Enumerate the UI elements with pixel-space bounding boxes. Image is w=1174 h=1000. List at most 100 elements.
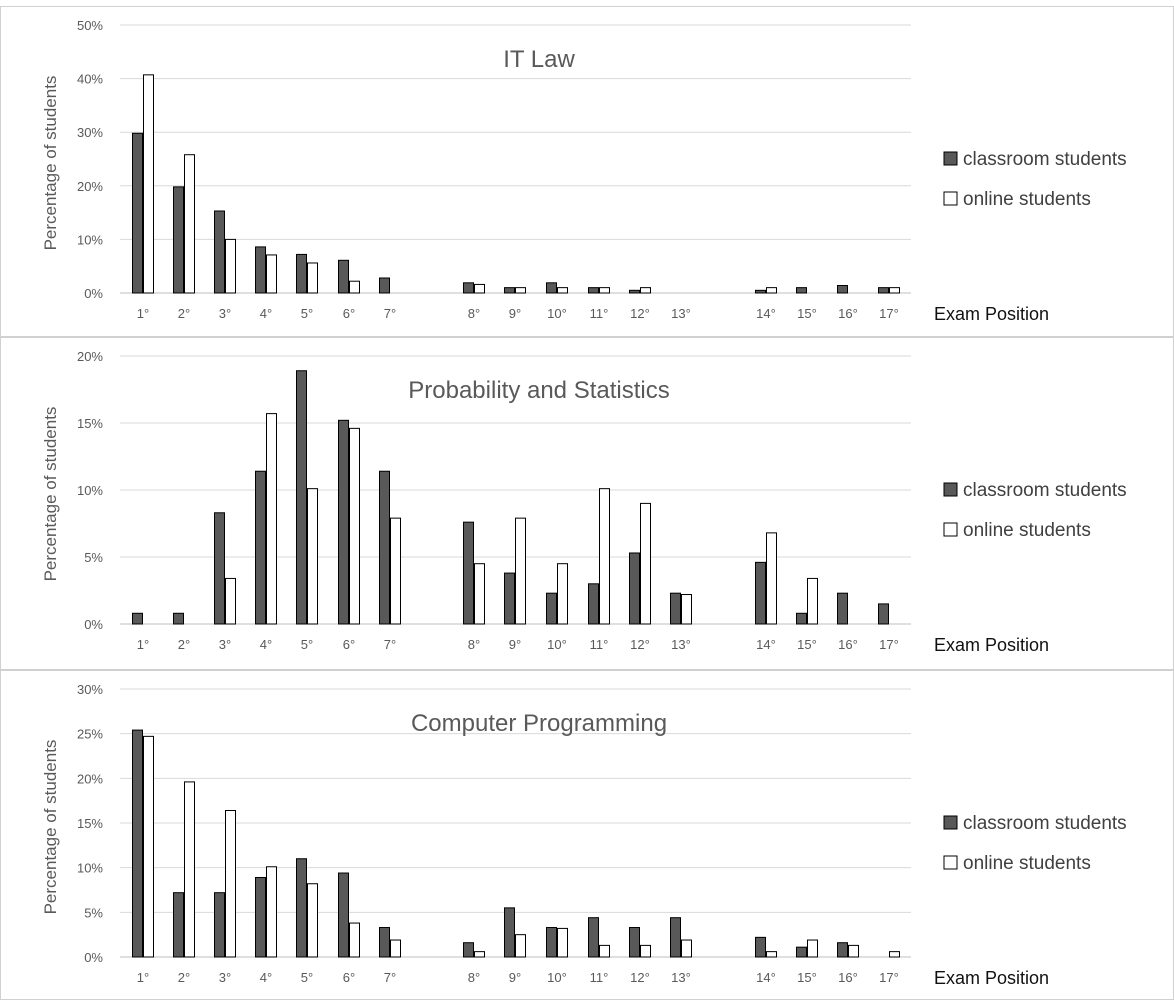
bar-computer-programming-classroom-students-8: [463, 942, 474, 958]
bar-computer-programming-online-students-6: [349, 922, 360, 958]
x-tick-label-probability-and-statistics-12: 12°: [630, 637, 650, 652]
y-tick-label-computer-programming-5: 25%: [77, 727, 103, 742]
bar-probability-and-statistics-classroom-students-11: [588, 583, 599, 625]
bar-probability-and-statistics-online-students-11: [599, 488, 610, 625]
chart-title-probability-and-statistics: Probability and Statistics: [408, 377, 669, 404]
bar-it-law-classroom-students-15: [796, 287, 807, 294]
bar-computer-programming-classroom-students-14: [755, 936, 766, 958]
bar-computer-programming-online-students-14: [766, 951, 777, 958]
bar-probability-and-statistics-classroom-students-15: [796, 612, 807, 625]
bar-probability-and-statistics-classroom-students-6: [338, 419, 349, 625]
y-tick-label-computer-programming-0: 0%: [84, 950, 103, 965]
x-tick-label-probability-and-statistics-2: 2°: [178, 637, 190, 652]
x-tick-label-it-law-6: 6°: [343, 306, 355, 321]
x-tick-label-computer-programming-5: 5°: [301, 970, 313, 985]
bar-computer-programming-online-students-5: [307, 883, 318, 958]
chart-panel-probability-statistics: 0% 5% 10% 15% 20% Percentage of students Proba…: [0, 337, 1174, 670]
bar-it-law-online-students-1: [143, 74, 154, 294]
y-tick-label-probability-and-statistics-0: 0%: [84, 617, 103, 632]
x-tick-label-probability-and-statistics-13: 13°: [671, 637, 691, 652]
x-tick-label-it-law-2: 2°: [178, 306, 190, 321]
y-tick-label-computer-programming-3: 15%: [77, 816, 103, 831]
x-tick-label-it-law-10: 10°: [547, 306, 567, 321]
bar-it-law-online-students-3: [225, 238, 236, 294]
bar-it-law-online-students-12: [640, 287, 651, 294]
legend-swatch-it-law-online: [943, 191, 958, 206]
bar-probability-and-statistics-classroom-students-14: [755, 561, 766, 625]
x-tick-label-probability-and-statistics-3: 3°: [219, 637, 231, 652]
y-tick-label-probability-and-statistics-4: 20%: [77, 349, 103, 364]
x-tick-label-computer-programming-4: 4°: [260, 970, 272, 985]
bar-computer-programming-online-students-11: [599, 944, 610, 958]
x-tick-label-it-law-1: 1°: [137, 306, 149, 321]
x-tick-label-probability-and-statistics-10: 10°: [547, 637, 567, 652]
bar-probability-and-statistics-classroom-students-13: [670, 592, 681, 625]
x-tick-label-it-law-14: 14°: [756, 306, 776, 321]
bar-it-law-online-students-4: [266, 254, 277, 294]
bar-it-law-classroom-students-5: [296, 253, 307, 294]
bar-probability-and-statistics-classroom-students-12: [629, 552, 640, 625]
bar-probability-and-statistics-online-students-14: [766, 532, 777, 625]
bar-it-law-classroom-students-8: [463, 282, 474, 294]
bar-computer-programming-online-students-12: [640, 944, 651, 958]
bar-it-law-classroom-students-17: [878, 287, 889, 294]
x-tick-label-computer-programming-14: 14°: [756, 970, 776, 985]
x-tick-label-computer-programming-10: 10°: [547, 970, 567, 985]
legend-swatch-probability-and-statistics-online: [943, 522, 958, 537]
bar-computer-programming-classroom-students-4: [255, 876, 266, 958]
bar-probability-and-statistics-classroom-students-9: [504, 572, 515, 625]
bar-it-law-classroom-students-6: [338, 259, 349, 294]
bar-computer-programming-classroom-students-7: [379, 927, 390, 958]
bar-computer-programming-online-students-4: [266, 866, 277, 958]
x-tick-label-probability-and-statistics-14: 14°: [756, 637, 776, 652]
bar-it-law-classroom-students-16: [837, 284, 848, 294]
legend-label-it-law-online: online students: [963, 189, 1091, 210]
bar-it-law-online-students-11: [599, 287, 610, 294]
bar-computer-programming-classroom-students-15: [796, 946, 807, 958]
x-tick-label-it-law-7: 7°: [384, 306, 396, 321]
y-tick-label-it-law-0: 0%: [84, 286, 103, 301]
x-tick-label-probability-and-statistics-7: 7°: [384, 637, 396, 652]
bar-computer-programming-online-students-15: [807, 939, 818, 958]
x-tick-label-computer-programming-6: 6°: [343, 970, 355, 985]
bar-it-law-online-students-5: [307, 262, 318, 294]
bar-computer-programming-online-students-3: [225, 809, 236, 958]
y-tick-label-it-law-3: 30%: [77, 125, 103, 140]
bar-it-law-classroom-students-4: [255, 246, 266, 294]
bar-computer-programming-classroom-students-2: [173, 892, 184, 958]
bar-probability-and-statistics-classroom-students-16: [837, 592, 848, 625]
bar-computer-programming-online-students-17: [889, 951, 900, 958]
bar-it-law-classroom-students-3: [214, 210, 225, 294]
bar-probability-and-statistics-classroom-students-4: [255, 470, 266, 625]
x-tick-label-computer-programming-1: 1°: [137, 970, 149, 985]
bar-probability-and-statistics-online-students-13: [681, 594, 692, 625]
x-tick-label-computer-programming-3: 3°: [219, 970, 231, 985]
bar-it-law-online-students-9: [515, 287, 526, 294]
bar-computer-programming-classroom-students-9: [504, 907, 515, 958]
bar-probability-and-statistics-online-students-4: [266, 413, 277, 625]
bar-probability-and-statistics-online-students-6: [349, 427, 360, 625]
bar-it-law-online-students-6: [349, 280, 360, 294]
y-axis-label-computer-programming: Percentage of students: [41, 740, 60, 915]
y-tick-label-it-law-4: 40%: [77, 72, 103, 87]
bar-probability-and-statistics-online-students-7: [390, 517, 401, 625]
legend-label-computer-programming-online: online students: [963, 853, 1091, 874]
x-tick-label-computer-programming-2: 2°: [178, 970, 190, 985]
legend-label-probability-and-statistics-online: online students: [963, 520, 1091, 541]
bar-probability-and-statistics-online-students-12: [640, 502, 651, 625]
bar-computer-programming-online-students-9: [515, 934, 526, 958]
bar-it-law-classroom-students-11: [588, 287, 599, 294]
bar-it-law-classroom-students-9: [504, 287, 515, 294]
x-axis-label-probability-and-statistics: Exam Position: [934, 635, 1049, 655]
x-tick-label-probability-and-statistics-5: 5°: [301, 637, 313, 652]
bar-probability-and-statistics-online-students-10: [557, 563, 568, 625]
chart-panel-computer-programming: 0% 5% 10% 15% 20% 25% 30% Percentage of student…: [0, 670, 1174, 1000]
x-tick-label-computer-programming-11: 11°: [590, 970, 609, 985]
chart-computer-programming: 0% 5% 10% 15% 20% 25% 30% Percentage of student…: [41, 682, 1127, 988]
bar-it-law-online-students-2: [184, 154, 195, 294]
bar-computer-programming-classroom-students-13: [670, 917, 681, 958]
bar-computer-programming-online-students-13: [681, 939, 692, 958]
x-tick-label-it-law-15: 15°: [797, 306, 817, 321]
x-axis-label-computer-programming: Exam Position: [934, 968, 1049, 988]
y-tick-label-computer-programming-4: 20%: [77, 771, 103, 786]
